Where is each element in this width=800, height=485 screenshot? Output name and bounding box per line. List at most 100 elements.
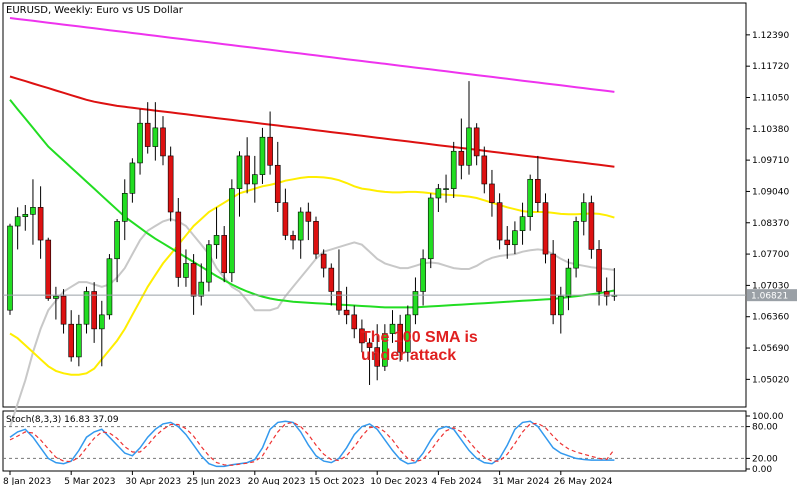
candle (557, 286, 564, 334)
candle-body (481, 155, 488, 185)
sma-50-line (9, 176, 615, 376)
sma-100-line (9, 99, 615, 309)
candle (473, 123, 480, 166)
price-tick-label: 1.09040 (752, 187, 789, 197)
candle (137, 109, 143, 175)
candle-body (45, 239, 52, 299)
candle-body (496, 202, 503, 241)
candle (512, 221, 518, 255)
candle-body (53, 295, 59, 299)
candle-body (121, 193, 128, 222)
candle (443, 174, 449, 203)
candle (229, 179, 235, 283)
candle (404, 305, 411, 362)
candle-body (290, 235, 296, 241)
candle-body (297, 211, 304, 241)
candle-body (190, 263, 197, 297)
price-tick-label: 1.08370 (752, 219, 789, 229)
candle (573, 216, 579, 278)
candle-body (198, 281, 205, 297)
candle-body (527, 178, 534, 217)
candle-body (320, 253, 327, 269)
candle-body (397, 323, 403, 353)
candle (45, 237, 52, 301)
candle (313, 216, 319, 259)
candle-body (60, 295, 67, 325)
candle (580, 193, 587, 236)
candle-body (221, 235, 227, 274)
candle (160, 116, 166, 166)
candle (374, 324, 381, 381)
candle-body (14, 216, 21, 227)
candle-body (267, 136, 273, 166)
candle-body (435, 188, 442, 199)
candle-body (550, 253, 556, 316)
candle (458, 118, 465, 180)
candle-body (366, 342, 373, 348)
candle (129, 158, 136, 203)
candle (290, 230, 296, 250)
candle (466, 81, 472, 175)
price-tick-label: 1.07030 (752, 281, 789, 291)
candle-body (512, 230, 518, 246)
candle (53, 286, 59, 320)
candle (366, 338, 373, 385)
candle (152, 102, 159, 161)
candle (91, 282, 97, 343)
candle (535, 155, 541, 213)
candle (76, 314, 82, 367)
candle-body (404, 314, 411, 353)
candle (274, 141, 281, 213)
time-tick-label: 15 Oct 2023 (309, 477, 365, 485)
price-tick-label: 1.07700 (752, 250, 789, 260)
candle (198, 263, 205, 306)
candle (519, 202, 526, 245)
candle-body (68, 323, 74, 358)
candle (7, 223, 13, 315)
price-tick-label: 1.05020 (752, 375, 789, 385)
candle-body (443, 188, 449, 190)
candle (489, 169, 495, 217)
candle (420, 249, 426, 306)
candlesticks (7, 81, 618, 385)
candle (336, 249, 342, 315)
candle (244, 137, 250, 194)
candle-body (557, 295, 564, 316)
candle (68, 310, 74, 362)
price-tick-label: 1.06360 (752, 313, 789, 323)
sma-200-line (9, 75, 615, 168)
time-tick-label: 25 Jun 2023 (187, 477, 241, 485)
candle-body (519, 216, 526, 232)
candle-body (99, 314, 105, 330)
stochastic-tick-label: 100.00 (752, 412, 784, 422)
time-tick-label: 4 Feb 2024 (431, 477, 482, 485)
candle-body (144, 122, 151, 147)
stochastic-panel-frame (2, 410, 747, 472)
candle (267, 111, 273, 175)
price-tick-label: 1.05690 (752, 344, 789, 354)
candle (144, 102, 151, 154)
candle (305, 202, 312, 241)
candle (412, 277, 419, 325)
candle (397, 314, 403, 362)
candle (481, 146, 488, 194)
candle-body (91, 291, 97, 330)
candle-body (420, 258, 426, 292)
candle-body (489, 183, 495, 203)
candle (382, 324, 388, 371)
candle (183, 249, 189, 287)
candle (359, 319, 365, 353)
stochastic-tick-label: 20.00 (752, 454, 778, 464)
current-price-line-group: 1.06821 (3, 289, 797, 302)
candle (588, 195, 595, 259)
candle (259, 127, 266, 184)
price-tick-label: 1.11050 (752, 93, 789, 103)
stochastic-k-line (9, 420, 615, 468)
candle (565, 258, 572, 311)
price-panel-frame (2, 2, 747, 408)
candle (435, 183, 442, 213)
annotation-line-1: The 100 SMA is (361, 329, 478, 346)
